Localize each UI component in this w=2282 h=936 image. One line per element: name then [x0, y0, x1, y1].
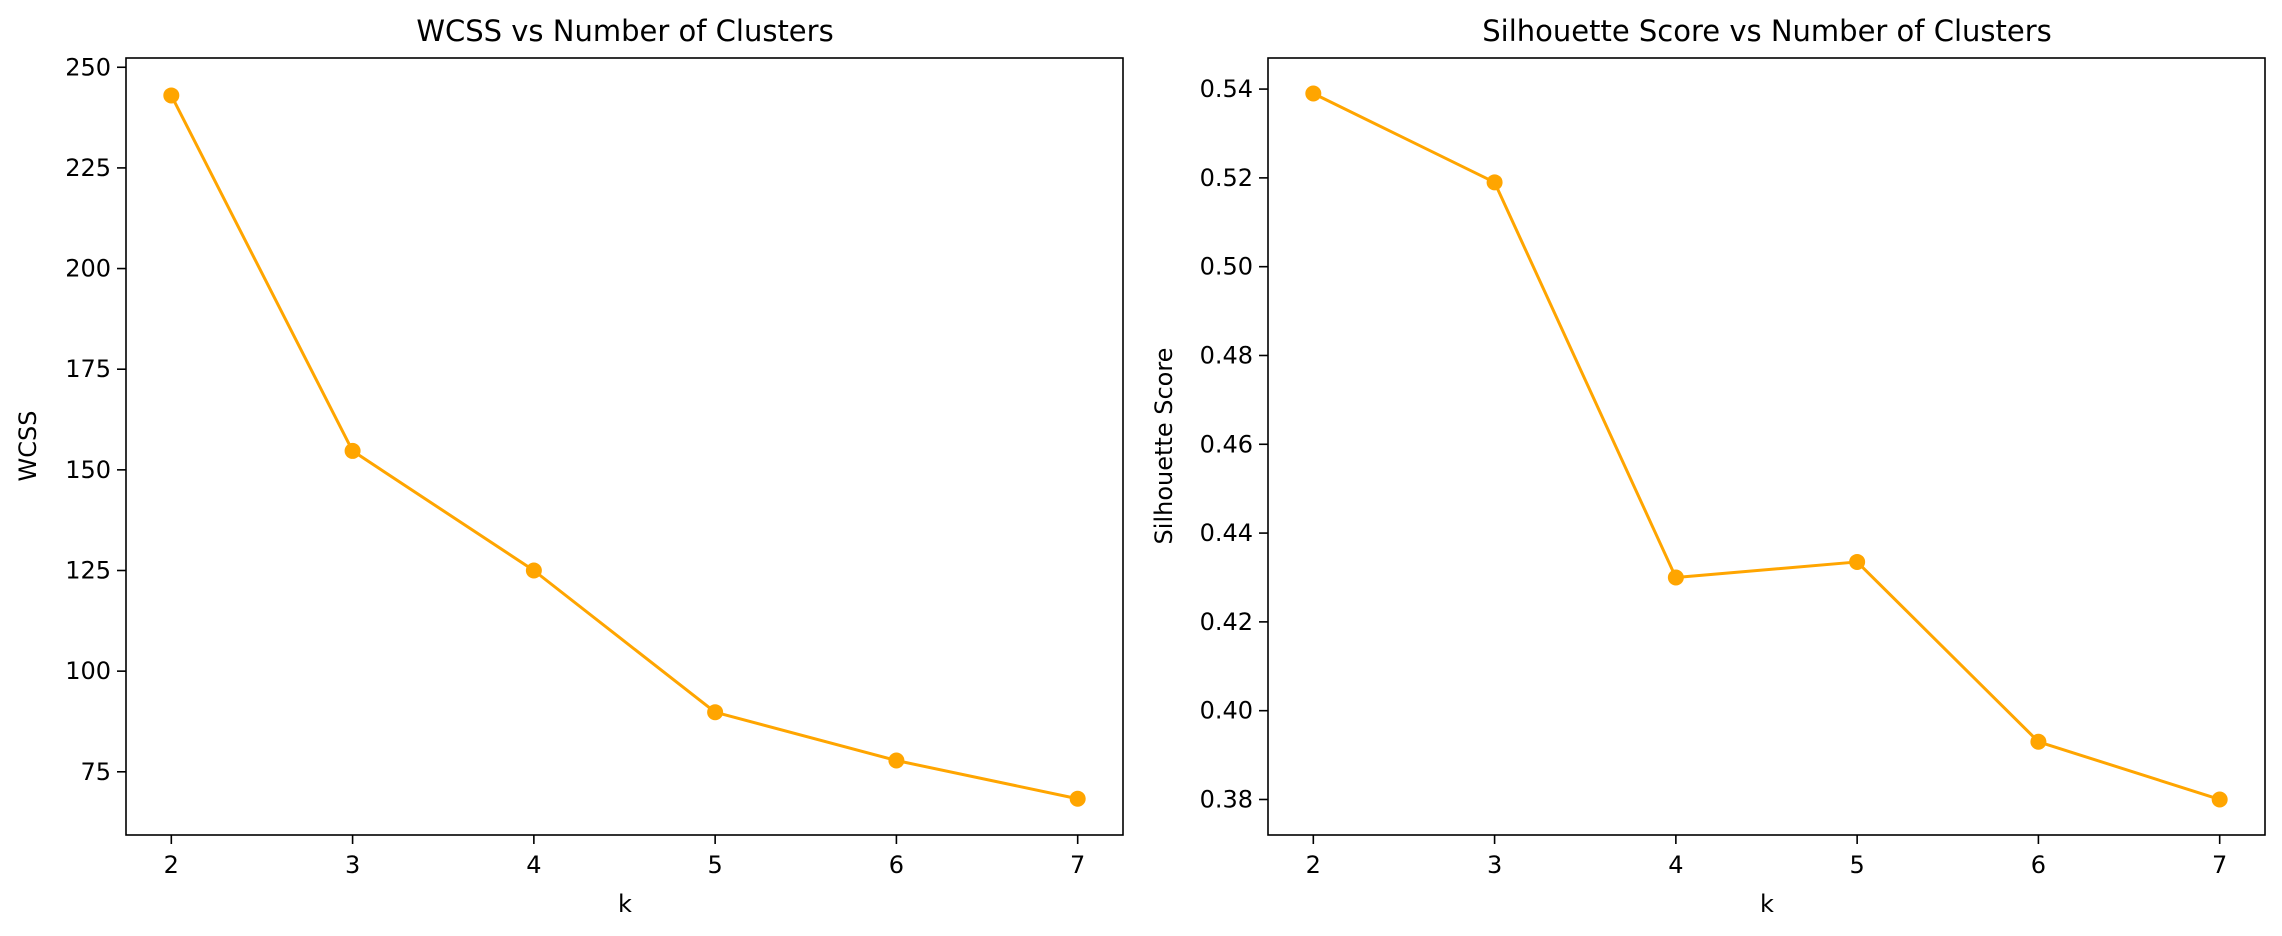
silhouette-x-axis-label: k — [1760, 890, 1774, 918]
wcss-x-tick-label: 6 — [889, 851, 904, 879]
wcss-chart: WCSS vs Number of Clusters 2 3 4 5 6 7 75 100 12… — [14, 14, 1124, 918]
silhouette-data-point — [1667, 569, 1684, 586]
wcss-series-line — [169, 94, 1078, 801]
silhouette-x-tick-label: 5 — [1849, 851, 1864, 879]
silhouette-data-point — [1305, 85, 1322, 102]
wcss-data-point — [888, 752, 905, 769]
wcss-y-tick-label: 200 — [65, 255, 111, 283]
silhouette-data-point — [2030, 733, 2047, 750]
wcss-x-tick-label: 3 — [345, 851, 360, 879]
wcss-y-tick-label: 100 — [65, 657, 111, 685]
silhouette-y-tick-label: 0.46 — [1200, 430, 1253, 458]
silhouette-y-tick-label: 0.50 — [1200, 253, 1253, 281]
silhouette-data-point — [1486, 174, 1503, 191]
wcss-data-point — [525, 562, 542, 579]
silhouette-x-tick-label: 3 — [1487, 851, 1502, 879]
wcss-y-tick-label: 175 — [65, 355, 111, 383]
wcss-y-axis-label: WCSS — [14, 411, 42, 482]
silhouette-chart-title: Silhouette Score vs Number of Clusters — [1482, 14, 2052, 48]
wcss-x-tick-label: 5 — [707, 851, 722, 879]
silhouette-y-tick-label: 0.48 — [1200, 341, 1253, 369]
silhouette-y-tick-label: 0.54 — [1200, 75, 1253, 103]
wcss-chart-title: WCSS vs Number of Clusters — [416, 14, 833, 48]
silhouette-x-tick-label: 2 — [1306, 851, 1321, 879]
wcss-y-tick-label: 225 — [65, 154, 111, 182]
silhouette-x-tick-label: 4 — [1668, 851, 1683, 879]
silhouette-y-tick-label: 0.42 — [1200, 608, 1253, 636]
wcss-ticks: 2 3 4 5 6 7 75 100 125 150 175 200 225 250 — [65, 53, 1085, 879]
wcss-y-tick-label: 150 — [65, 456, 111, 484]
silhouette-ticks: 2 3 4 5 6 7 0.38 0.40 0.42 0.44 0.46 0.48 0.50 0.52 0.… — [1200, 75, 2228, 879]
wcss-x-axis-label: k — [618, 890, 632, 918]
silhouette-x-tick-label: 6 — [2031, 851, 2046, 879]
silhouette-data-point — [2211, 791, 2228, 808]
wcss-data-point — [1069, 790, 1086, 807]
wcss-x-tick-label: 2 — [164, 851, 179, 879]
silhouette-y-tick-label: 0.40 — [1200, 697, 1253, 725]
silhouette-series — [1305, 85, 2228, 808]
silhouette-y-tick-label: 0.44 — [1200, 519, 1253, 547]
wcss-y-tick-label: 125 — [65, 556, 111, 584]
wcss-y-tick-label: 75 — [80, 758, 111, 786]
wcss-data-point — [163, 87, 180, 104]
silhouette-y-tick-label: 0.38 — [1200, 785, 1253, 813]
wcss-series — [163, 87, 1086, 807]
silhouette-chart: Silhouette Score vs Number of Clusters 2… — [1150, 14, 2266, 918]
silhouette-y-tick-label: 0.52 — [1200, 164, 1253, 192]
wcss-y-tick-label: 250 — [65, 53, 111, 81]
wcss-x-tick-label: 4 — [526, 851, 541, 879]
wcss-data-point — [707, 704, 724, 721]
silhouette-y-axis-label: Silhouette Score — [1150, 348, 1178, 545]
silhouette-series-line — [1312, 92, 2221, 801]
silhouette-x-tick-label: 7 — [2212, 851, 2227, 879]
silhouette-data-point — [1849, 553, 1866, 570]
wcss-x-tick-label: 7 — [1070, 851, 1085, 879]
wcss-data-point — [344, 442, 361, 459]
silhouette-plot-frame — [1267, 57, 2266, 836]
wcss-plot-frame — [125, 57, 1124, 836]
